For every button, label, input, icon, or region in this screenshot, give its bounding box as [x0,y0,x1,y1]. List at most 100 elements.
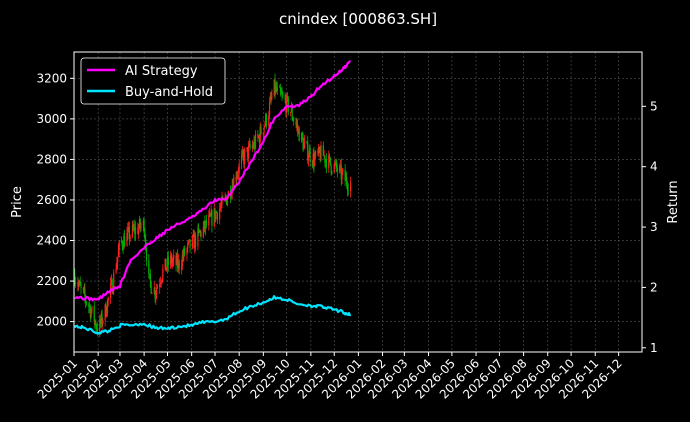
candle-body [173,255,175,259]
candle-body [175,255,177,265]
candle-body [90,311,92,318]
candle-body [95,321,97,328]
candle-body [172,258,174,262]
candle-body [107,297,109,300]
candle-body [186,248,188,255]
candle-body [165,258,167,271]
candle-body [74,274,76,285]
candle-body [268,115,270,126]
candle-body [189,239,191,248]
candle-body [126,233,128,247]
candle-body [247,147,249,158]
candle-body [224,196,226,199]
candle-body [82,287,84,290]
candle-body [191,236,194,248]
candle-body [230,194,232,197]
candle-body [297,128,299,130]
candle-body [210,211,212,217]
candle-body [143,220,145,233]
candle-body [301,132,303,139]
candle-body [178,260,180,269]
candle-body [144,232,146,240]
y-axis-right: 1 2 3 4 5 [642,99,658,355]
candle-body [265,114,267,125]
candle-body [220,203,222,207]
candle-body [273,79,275,97]
candle-body [335,161,338,169]
candle-body [184,248,186,255]
candle-body [258,136,260,138]
candle-body [303,142,305,150]
ai-strategy-line [74,60,351,302]
candle-body [322,144,324,156]
candle-body [95,327,98,329]
candle-body [214,208,216,220]
candle-body [183,248,185,258]
candle-body [154,288,156,298]
candle-body [138,219,141,228]
candle-body [129,235,131,240]
candle-body [268,102,271,116]
candle-body [290,107,292,113]
candle-body [79,281,81,286]
candle-body [89,306,91,318]
y-tick-label: 2200 [36,274,67,288]
y2-tick-label: 3 [650,220,658,234]
y2-axis-label: Return [666,180,681,223]
candle-body [236,176,238,181]
candle-body [215,212,218,213]
candle-body [325,159,327,163]
candle-body [132,225,134,230]
candle-body [279,86,281,88]
candle-body [123,236,125,250]
candle-body [137,227,139,234]
candle-body [251,145,254,149]
candle-body [333,164,335,173]
candle-body [198,228,200,231]
candle-body [94,321,96,323]
candle-body [111,279,113,294]
chart-title: cnindex [000863.SH] [279,10,437,28]
candle-body [199,231,201,233]
candle-body [244,150,246,164]
y-tick-label: 2600 [36,193,67,207]
candle-body [74,282,77,285]
candle-body [84,289,86,297]
candle-body [342,169,344,172]
candle-body [282,94,284,97]
y-tick-label: 2000 [36,315,67,329]
candle-body [307,142,309,161]
legend-box [80,57,226,105]
candle-body [262,132,264,135]
candle-body [85,302,88,305]
candle-body [205,220,207,230]
candle-body [319,152,321,161]
candle-body [134,226,136,234]
candle-body [161,278,163,282]
candle-body [116,263,118,270]
candle-body [334,163,336,165]
candle-body [329,157,331,165]
candle-body [247,145,250,158]
candle-body [205,220,208,226]
candle-body [219,206,222,209]
candle-body [91,306,93,312]
candle-body [346,176,348,185]
candle-body [177,255,179,268]
candle-body [121,241,123,247]
candle-body [131,225,134,236]
candle-body [286,96,288,113]
candle-body [257,134,259,138]
candle-body [208,215,210,226]
candle-body [296,124,298,126]
candle-body [187,240,190,243]
candle-body [204,220,206,230]
candle-body [142,220,144,226]
candle-body [263,126,265,133]
candle-body [242,150,244,155]
candle-body [193,234,195,249]
candle-body [345,176,347,181]
candle-body [115,269,117,273]
candle-body [233,177,235,191]
